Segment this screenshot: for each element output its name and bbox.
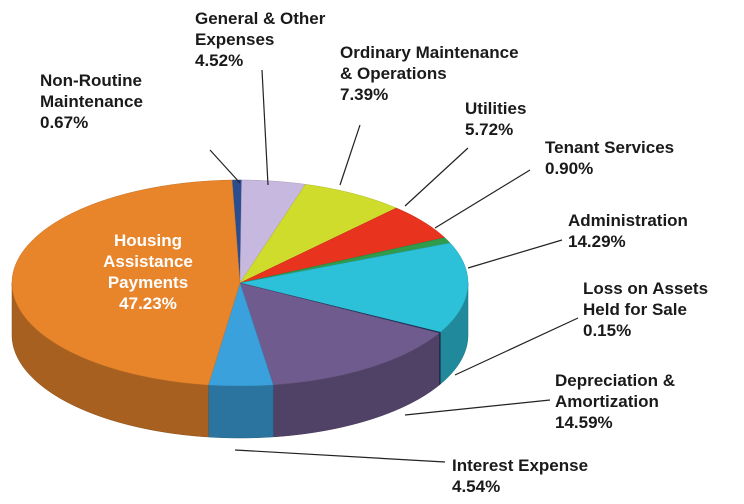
- slice: [239, 242, 469, 333]
- slice: [239, 207, 446, 284]
- slice-label: Housing Assistance Payments 47.23%: [88, 230, 208, 314]
- value-label: 47.23%: [119, 294, 177, 313]
- leader-line: [404, 147, 469, 207]
- slice: [11, 179, 241, 386]
- slice: [239, 282, 440, 386]
- value-label: 4.52%: [195, 51, 244, 70]
- slice-label: Utilities 5.72%: [465, 98, 565, 140]
- slice-label: Non-Routine Maintenance 0.67%: [40, 70, 155, 133]
- slice-label: General & Other Expenses 4.52%: [195, 8, 345, 71]
- leader-lines: [209, 69, 579, 463]
- slice: [239, 184, 397, 284]
- category-label: Tenant Services: [545, 138, 675, 157]
- leader-line: [339, 124, 361, 186]
- value-label: 14.29%: [568, 232, 626, 251]
- slice-label: Loss on Assets Held for Sale 0.15%: [583, 278, 718, 341]
- pie-sides: [11, 282, 469, 439]
- slice-label: Interest Expense 4.54%: [452, 455, 632, 497]
- leader-line: [209, 149, 241, 184]
- leader-line: [234, 449, 446, 463]
- slice-side: [208, 384, 274, 439]
- leader-line: [467, 239, 563, 269]
- leader-line: [454, 317, 579, 376]
- category-label: General & Other Expenses: [195, 9, 326, 49]
- value-label: 4.54%: [452, 477, 501, 496]
- category-label: Interest Expense: [452, 456, 589, 475]
- category-label: Loss on Assets Held for Sale: [583, 279, 709, 319]
- value-label: 0.15%: [583, 321, 632, 340]
- value-label: 14.59%: [555, 413, 613, 432]
- slice-label: Ordinary Maintenance & Operations 7.39%: [340, 42, 530, 105]
- slice-label: Administration 14.29%: [568, 210, 718, 252]
- category-label: Depreciation & Amortization: [555, 371, 675, 411]
- pie-tops: [11, 179, 469, 387]
- slice-label: Depreciation & Amortization 14.59%: [555, 370, 715, 433]
- value-label: 7.39%: [340, 85, 389, 104]
- leader-line: [261, 69, 269, 186]
- leader-line: [434, 169, 531, 229]
- category-label: Ordinary Maintenance & Operations: [340, 43, 519, 83]
- value-label: 0.67%: [40, 113, 89, 132]
- leader-line: [404, 399, 551, 416]
- value-label: 0.90%: [545, 159, 594, 178]
- category-label: Administration: [568, 211, 688, 230]
- slice-label: Tenant Services 0.90%: [545, 137, 705, 179]
- category-label: Non-Routine Maintenance: [40, 71, 143, 111]
- category-label: Housing Assistance Payments: [103, 231, 193, 292]
- category-label: Utilities: [465, 99, 527, 118]
- slice: [239, 179, 306, 284]
- value-label: 5.72%: [465, 120, 514, 139]
- slice: [208, 282, 274, 387]
